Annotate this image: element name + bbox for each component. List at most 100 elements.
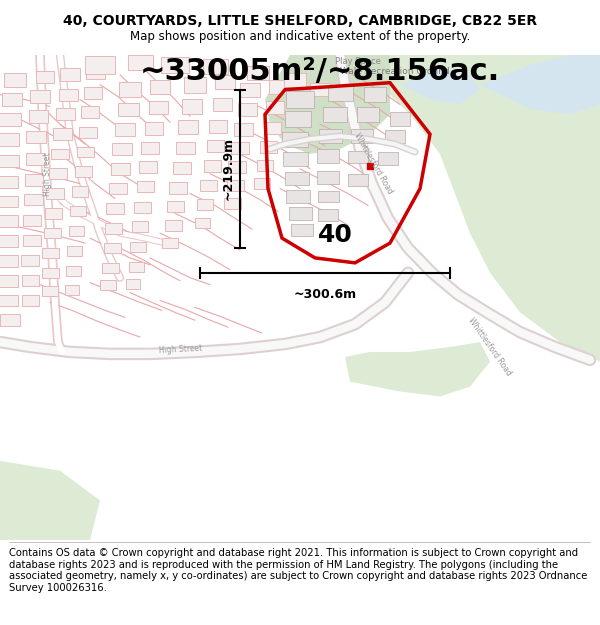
Bar	[41, 268, 59, 278]
Bar	[161, 57, 189, 73]
Bar	[65, 266, 80, 276]
Bar	[59, 89, 77, 101]
Bar	[104, 222, 121, 234]
Bar	[128, 56, 152, 71]
Bar	[0, 235, 18, 247]
Bar	[128, 262, 143, 272]
Bar	[42, 286, 58, 296]
Bar	[137, 181, 154, 192]
Bar	[0, 275, 18, 287]
Bar	[206, 140, 223, 152]
Bar	[199, 180, 217, 191]
Bar	[317, 171, 339, 184]
Bar	[227, 180, 244, 191]
Bar	[285, 173, 309, 185]
Bar	[317, 191, 338, 202]
Bar	[209, 120, 227, 132]
Bar	[203, 160, 221, 172]
Bar	[0, 314, 20, 326]
Bar	[231, 142, 249, 154]
Bar	[118, 102, 139, 116]
Bar	[286, 190, 310, 203]
Bar	[150, 80, 170, 94]
Bar	[36, 71, 54, 82]
Bar	[285, 111, 311, 128]
Bar	[182, 99, 202, 114]
Bar	[51, 149, 69, 159]
Bar	[263, 122, 281, 134]
Bar	[0, 255, 18, 267]
Bar	[0, 196, 18, 208]
Text: Map shows position and indicative extent of the property.: Map shows position and indicative extent…	[130, 30, 470, 43]
Bar	[126, 279, 140, 289]
Text: 40, COURTYARDS, LITTLE SHELFORD, CAMBRIDGE, CB22 5ER: 40, COURTYARDS, LITTLE SHELFORD, CAMBRID…	[63, 14, 537, 28]
Bar	[30, 90, 50, 103]
Bar	[49, 168, 67, 179]
Bar	[385, 130, 405, 142]
Bar	[145, 122, 163, 134]
Bar	[194, 218, 209, 228]
Polygon shape	[490, 184, 600, 282]
Bar	[348, 151, 368, 163]
Bar	[269, 80, 287, 94]
Bar	[4, 73, 26, 87]
Polygon shape	[345, 342, 490, 396]
Bar	[215, 75, 235, 89]
Bar	[53, 128, 71, 140]
Text: High Street: High Street	[44, 152, 53, 196]
Polygon shape	[400, 70, 480, 104]
Bar	[0, 155, 19, 167]
Bar	[260, 141, 277, 153]
Bar	[291, 224, 313, 236]
Bar	[23, 234, 41, 246]
Bar	[282, 132, 308, 146]
Bar	[56, 109, 74, 121]
Bar	[176, 142, 194, 154]
Bar	[132, 221, 148, 232]
Bar	[197, 199, 213, 210]
Bar	[378, 152, 398, 166]
Bar	[173, 162, 191, 174]
Bar	[22, 295, 38, 306]
Bar	[115, 122, 135, 136]
Bar	[310, 83, 330, 96]
Bar	[101, 263, 119, 272]
Bar	[0, 132, 19, 146]
Bar	[318, 209, 338, 221]
Bar	[110, 163, 130, 175]
Bar	[77, 146, 94, 158]
Bar	[86, 67, 104, 79]
Bar	[44, 228, 61, 238]
Bar	[46, 188, 64, 199]
Bar	[203, 59, 227, 74]
Bar	[289, 207, 311, 220]
Bar	[23, 215, 41, 226]
Bar	[238, 103, 257, 116]
Bar	[84, 87, 102, 99]
Bar	[106, 203, 124, 214]
Bar	[364, 87, 386, 102]
Polygon shape	[0, 461, 100, 540]
Bar	[41, 248, 59, 258]
Bar	[112, 143, 132, 155]
Bar	[348, 174, 368, 186]
Bar	[357, 107, 379, 122]
Bar	[0, 294, 18, 306]
Bar	[286, 91, 314, 109]
Bar	[317, 149, 339, 163]
Text: ~33005m²/~8.156ac.: ~33005m²/~8.156ac.	[140, 57, 500, 86]
Text: ~300.6m: ~300.6m	[293, 288, 356, 301]
Bar	[130, 242, 146, 252]
Text: Whittlesford Road: Whittlesford Road	[467, 316, 514, 378]
Bar	[67, 246, 82, 256]
Bar	[72, 186, 88, 197]
Bar	[70, 206, 86, 216]
Bar	[254, 178, 270, 189]
Bar	[100, 279, 116, 289]
Bar	[228, 161, 246, 172]
Bar	[328, 85, 353, 101]
Bar	[85, 56, 115, 74]
Text: Wale Recreation Ground: Wale Recreation Ground	[340, 67, 449, 76]
Bar	[284, 73, 306, 87]
Bar	[29, 110, 47, 123]
